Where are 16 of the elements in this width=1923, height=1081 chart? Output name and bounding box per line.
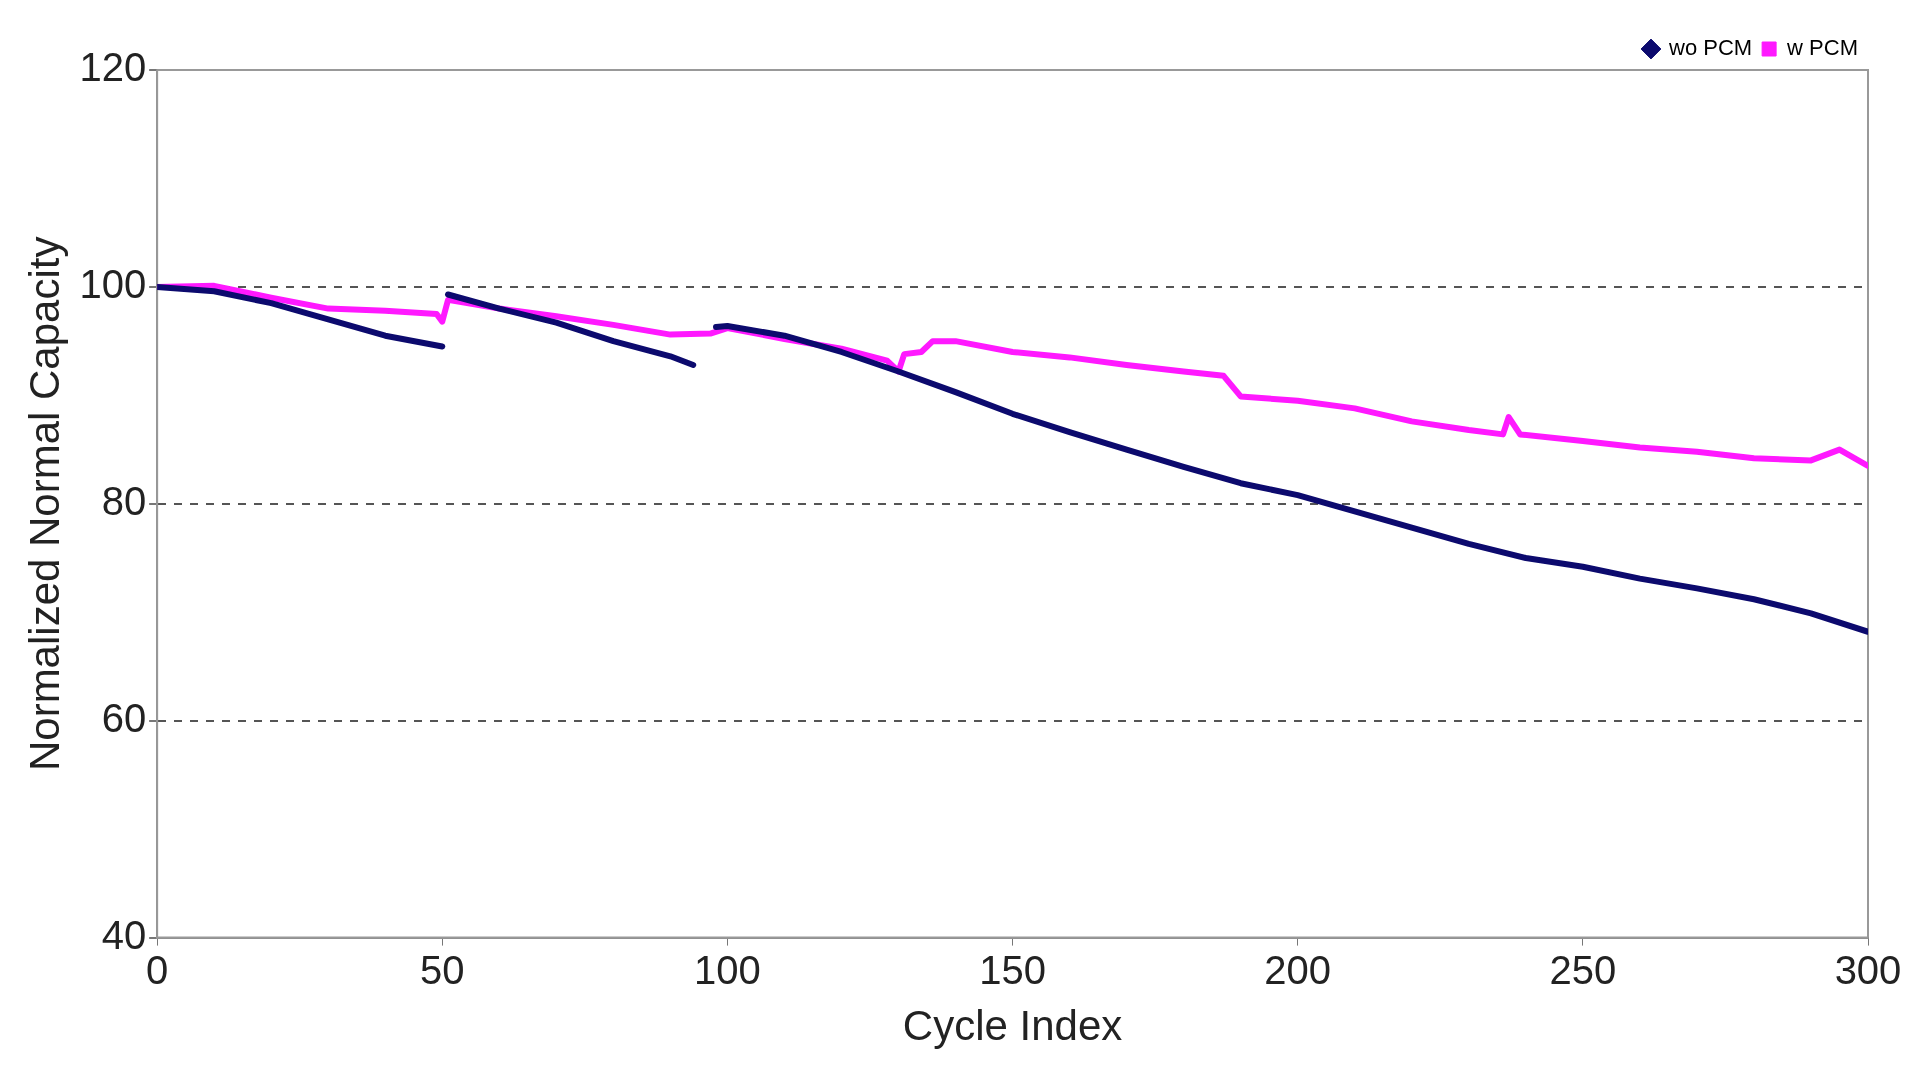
y-axis-title: Normalized Normal Capacity xyxy=(20,236,68,772)
legend-label: w PCM xyxy=(1786,35,1858,61)
y-tick-label: 100 xyxy=(79,261,147,306)
x-axis-title: Cycle Index xyxy=(902,1002,1123,1050)
y-tick-label: 120 xyxy=(79,45,147,90)
x-tick-label: 300 xyxy=(1834,947,1902,992)
x-tick-label: 50 xyxy=(420,947,465,992)
y-tick-label: 60 xyxy=(101,695,147,740)
x-tick-label: 0 xyxy=(146,947,169,992)
legend-label: wo PCM xyxy=(1667,35,1753,61)
x-tick-label: 250 xyxy=(1549,947,1617,992)
x-tick-label: 200 xyxy=(1264,947,1332,992)
x-tick-label: 100 xyxy=(694,947,761,992)
y-tick-label: 40 xyxy=(101,912,147,957)
y-tick-label: 80 xyxy=(101,478,147,523)
x-tick-label: 150 xyxy=(979,947,1046,992)
